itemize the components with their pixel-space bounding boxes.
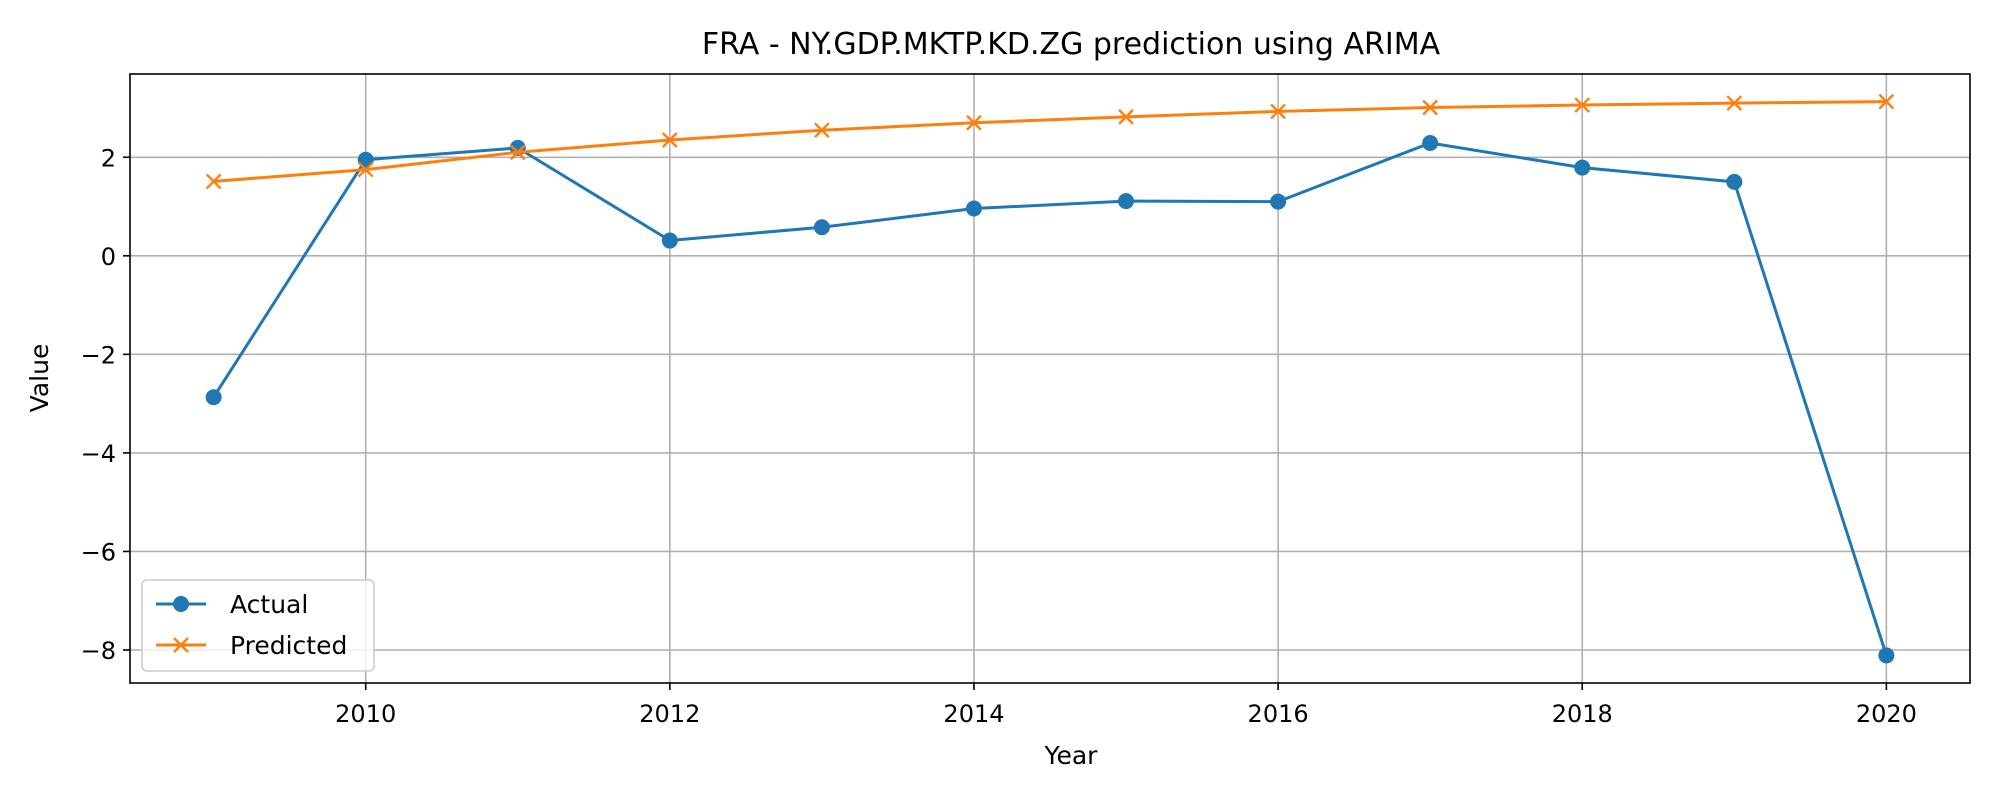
data-point-actual xyxy=(1878,647,1895,664)
x-tick-label: 2020 xyxy=(1856,700,1917,728)
y-tick-label: −6 xyxy=(81,538,116,566)
data-point-actual xyxy=(813,219,830,236)
x-axis-label: Year xyxy=(1044,741,1099,770)
x-tick-label: 2018 xyxy=(1552,700,1613,728)
y-tick-label: −4 xyxy=(81,440,116,468)
x-tick-label: 2010 xyxy=(335,700,396,728)
data-point-actual xyxy=(1118,193,1135,210)
series-line-actual xyxy=(212,141,1888,656)
legend-marker xyxy=(173,637,189,653)
x-tick-label: 2016 xyxy=(1248,700,1309,728)
data-point-actual xyxy=(1574,159,1591,176)
y-axis-label: Value xyxy=(25,344,54,413)
legend-marker xyxy=(173,596,189,612)
plot-frame xyxy=(129,73,1971,684)
data-point-predicted xyxy=(814,122,830,139)
series-line-predicted xyxy=(213,100,1887,183)
chart-title: FRA - NY.GDP.MKTP.KD.ZG prediction using… xyxy=(702,27,1441,62)
y-tick-label: −2 xyxy=(81,341,116,369)
data-point-actual xyxy=(205,389,222,406)
y-tick-label: 0 xyxy=(101,243,116,271)
tick-layer: 2010 2012 2014 2016 2018 2020 −8 −6 −4 −2 0 2 xyxy=(81,144,1917,728)
data-point-predicted xyxy=(1270,103,1286,120)
data-point-actual xyxy=(1422,134,1439,151)
data-point-predicted xyxy=(1422,99,1439,116)
data-point-predicted xyxy=(1574,97,1591,113)
data-point-predicted xyxy=(509,144,526,161)
data-point-predicted xyxy=(205,173,222,190)
x-tick-label: 2014 xyxy=(943,700,1004,728)
data-point-predicted xyxy=(966,114,982,131)
data-point-actual xyxy=(661,232,678,249)
data-point-predicted xyxy=(661,132,678,148)
series-layer xyxy=(205,93,1895,664)
data-point-actual xyxy=(965,200,982,217)
data-point-predicted xyxy=(1726,95,1743,111)
data-point-actual xyxy=(1270,193,1287,210)
data-point-actual xyxy=(357,151,374,168)
data-point-predicted xyxy=(1118,109,1134,125)
data-point-predicted xyxy=(1878,93,1895,110)
data-point-actual xyxy=(1726,173,1743,190)
y-tick-label: −8 xyxy=(81,637,116,665)
x-tick-label: 2012 xyxy=(639,700,700,728)
legend-label: Actual xyxy=(230,590,308,619)
grid xyxy=(130,74,1970,683)
legend-label: Predicted xyxy=(230,631,347,660)
data-point-predicted xyxy=(357,161,374,178)
legend: Actual Predicted xyxy=(141,579,375,672)
y-tick-label: 2 xyxy=(101,144,116,172)
